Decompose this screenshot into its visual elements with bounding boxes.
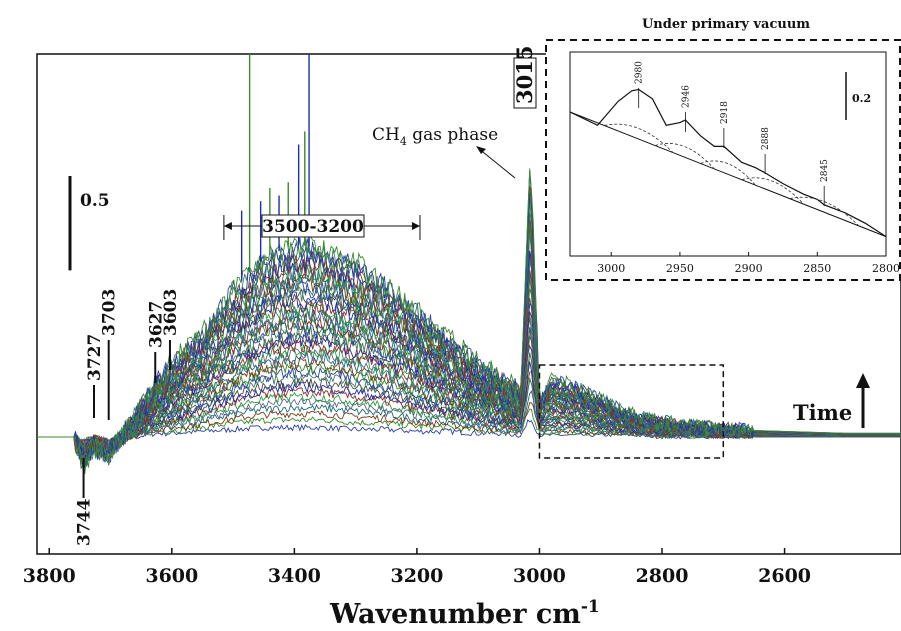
- x-tick-label: 3400: [268, 565, 321, 587]
- inset-chart: Under primary vacuum 3000 2950 2900 2850 280…: [545, 17, 901, 281]
- inset-fit-band: [604, 123, 674, 153]
- x-tick-label: 3200: [390, 565, 443, 587]
- range-arrow-left: [223, 222, 232, 230]
- inset-tick-label: 2900: [735, 262, 763, 275]
- gas-phase-rotational-lines: [240, 54, 310, 281]
- x-axis-label: Wavenumber cm-1: [329, 597, 600, 630]
- gas-phase-arrow: [476, 146, 516, 179]
- inset-baseline: [569, 111, 887, 238]
- scale-bar-label: 0.5: [80, 191, 110, 211]
- inset-peak-label: 2980: [635, 61, 645, 84]
- main-spectra-lines: [37, 168, 901, 475]
- range-arrow-right: [411, 222, 420, 230]
- inset-fit-band: [741, 177, 804, 205]
- inset-spectrum: [569, 88, 887, 238]
- x-tick-label: 3000: [513, 565, 566, 587]
- inset-peak-labels: 2980 2946 2918 2888 2845: [635, 61, 830, 206]
- inset-dashed-border: [545, 39, 901, 281]
- range-label-box: [261, 214, 365, 238]
- main-spectra-chart: 3800 3600 3400 3200 3000 2800 2600 Wavenumber …: [23, 46, 901, 630]
- peak-label: 3744: [75, 499, 95, 546]
- peak-label: 3603: [161, 289, 181, 336]
- inset-peak-label: 2946: [681, 85, 691, 108]
- inset-peak-label: 2918: [720, 101, 730, 124]
- x-tick-label: 2600: [758, 565, 811, 587]
- inset-tick-label: 2800: [872, 262, 900, 275]
- zoom-region-box: [538, 364, 725, 459]
- peak-3015-box: [513, 57, 537, 109]
- inset-scale-bar-label: 0.2: [852, 92, 871, 105]
- main-plot-frame: [36, 53, 901, 555]
- inset-fit-band: [700, 160, 756, 186]
- inset-background: [546, 40, 901, 280]
- inset-tick-label: 2950: [666, 262, 694, 275]
- main-x-axis: 3800 3600 3400 3200 3000 2800 2600: [23, 548, 811, 587]
- inset-peak-label: 2845: [820, 159, 830, 182]
- x-tick-label: 2800: [636, 565, 689, 587]
- inset-x-axis: 3000 2950 2900 2850 2800: [597, 252, 900, 275]
- spectrum-line: [37, 168, 901, 475]
- inset-title: Under primary vacuum: [642, 17, 810, 32]
- range-label: 3500-3200: [262, 217, 364, 237]
- gas-phase-label: CH4 gas phase: [372, 125, 498, 148]
- inset-tick-label: 2850: [803, 262, 831, 275]
- time-label: Time: [793, 400, 852, 425]
- inset-fit-band: [655, 143, 715, 170]
- time-arrow: [856, 373, 870, 428]
- peak-label: 3703: [100, 289, 120, 336]
- peak-label: 3627: [146, 301, 166, 348]
- peak-label: 3727: [85, 334, 105, 381]
- x-tick-label: 3800: [23, 565, 76, 587]
- inset-plot-frame: [569, 51, 887, 257]
- peak-label-3015: 3015: [512, 46, 537, 104]
- x-tick-label: 3600: [145, 565, 198, 587]
- inset-peak-label: 2888: [761, 127, 771, 150]
- inset-tick-label: 3000: [597, 262, 625, 275]
